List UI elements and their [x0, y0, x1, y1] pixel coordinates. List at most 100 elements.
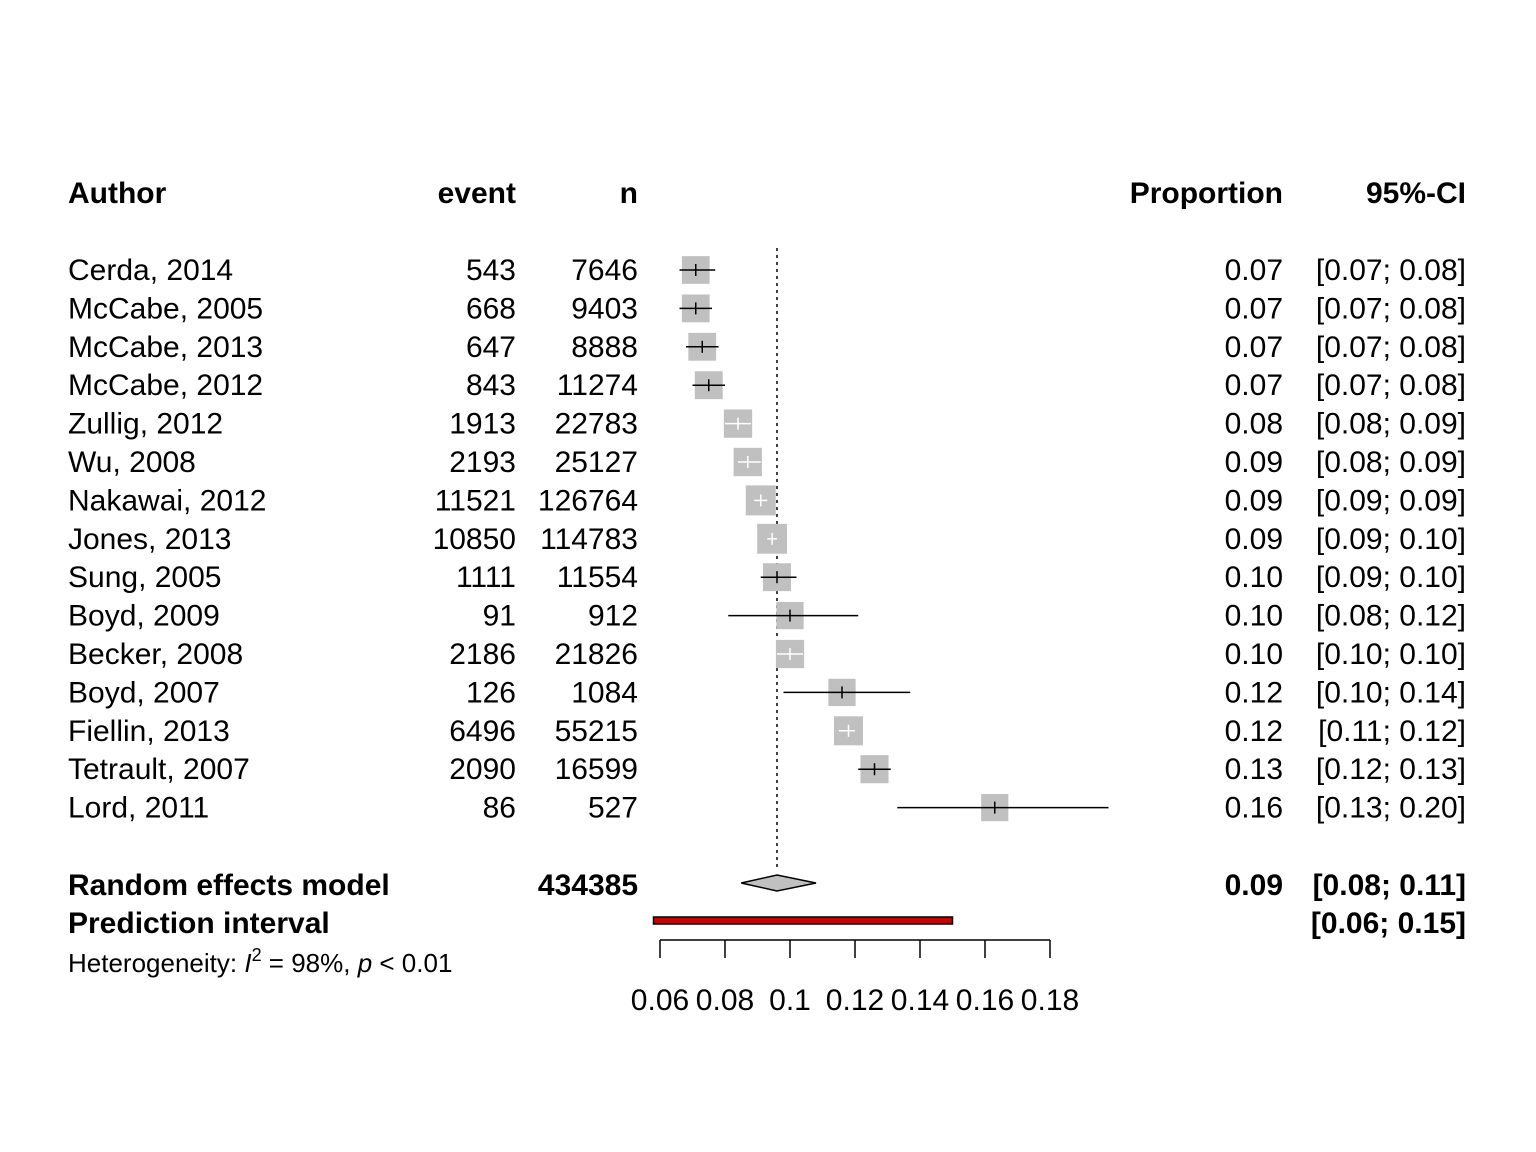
study-n: 22783 — [555, 408, 638, 441]
study-event: 86 — [483, 792, 516, 825]
random-effects-label: Random effects model — [68, 869, 390, 902]
study-ci: [0.09; 0.09] — [1316, 484, 1466, 517]
study-ci: [0.11; 0.12] — [1318, 715, 1466, 748]
study-row: Boyd, 2007 126 1084 0.12 [0.10; 0.14] — [68, 676, 1466, 709]
study-proportion: 0.07 — [1225, 292, 1283, 325]
study-n: 11274 — [557, 369, 638, 402]
study-event: 668 — [466, 292, 516, 325]
x-tick-label: 0.1 — [769, 984, 811, 1017]
study-rows: Cerda, 2014 543 7646 0.07 [0.07; 0.08]McCabe… — [68, 254, 1466, 825]
study-event: 647 — [466, 331, 516, 364]
study-proportion: 0.07 — [1225, 331, 1283, 364]
study-ci: [0.07; 0.08] — [1316, 254, 1466, 287]
study-event: 843 — [466, 369, 516, 402]
random-effects-n: 434385 — [538, 869, 638, 902]
study-n: 8888 — [571, 331, 638, 364]
study-n: 11554 — [557, 561, 638, 594]
study-row: Nakawai, 2012 11521 126764 0.09 [0.09; 0.09] — [68, 484, 1466, 517]
study-ci: [0.08; 0.12] — [1316, 600, 1466, 633]
study-row: Sung, 2005 1111 11554 0.10 [0.09; 0.10] — [68, 561, 1466, 594]
study-ci: [0.08; 0.09] — [1316, 408, 1466, 441]
study-event: 2193 — [449, 446, 516, 479]
study-event: 10850 — [433, 523, 516, 556]
study-n: 1084 — [571, 676, 638, 709]
study-proportion: 0.07 — [1225, 369, 1283, 402]
study-proportion: 0.09 — [1225, 484, 1283, 517]
study-n: 527 — [588, 792, 638, 825]
study-ci: [0.07; 0.08] — [1316, 331, 1466, 364]
study-author: McCabe, 2013 — [68, 331, 263, 364]
study-author: Becker, 2008 — [68, 638, 243, 671]
header-ci: 95%-CI — [1366, 177, 1466, 210]
study-proportion: 0.10 — [1225, 600, 1283, 633]
study-row: Becker, 2008 2186 21826 0.10 [0.10; 0.10] — [68, 638, 1466, 671]
prediction-interval-bar — [652, 916, 954, 925]
study-row: Lord, 2011 86 527 0.16 [0.13; 0.20] — [68, 792, 1466, 825]
study-row: Boyd, 2009 91 912 0.10 [0.08; 0.12] — [68, 600, 1466, 633]
study-ci: [0.08; 0.09] — [1316, 446, 1466, 479]
study-n: 16599 — [555, 753, 638, 786]
x-tick-label: 0.12 — [826, 984, 884, 1017]
study-n: 9403 — [571, 292, 638, 325]
study-event: 1111 — [456, 561, 516, 594]
study-author: McCabe, 2012 — [68, 369, 263, 402]
study-ci: [0.07; 0.08] — [1316, 369, 1466, 402]
header-event: event — [438, 177, 516, 210]
study-author: Fiellin, 2013 — [68, 715, 230, 748]
study-event: 6496 — [449, 715, 516, 748]
study-row: Jones, 2013 10850 114783 0.09 [0.09; 0.10] — [68, 523, 1466, 556]
random-effects-diamond — [741, 874, 817, 892]
study-event: 1913 — [449, 408, 516, 441]
study-event: 91 — [483, 600, 516, 633]
study-author: Lord, 2011 — [68, 792, 209, 825]
study-author: Nakawai, 2012 — [68, 484, 266, 517]
header-proportion: Proportion — [1130, 177, 1283, 210]
study-ci: [0.09; 0.10] — [1316, 561, 1466, 594]
study-author: Boyd, 2009 — [68, 600, 220, 633]
study-proportion: 0.12 — [1225, 715, 1283, 748]
study-event: 126 — [466, 676, 516, 709]
study-ci: [0.10; 0.10] — [1316, 638, 1466, 671]
random-effects-ci: [0.08; 0.11] — [1313, 869, 1466, 902]
x-tick-label: 0.06 — [631, 984, 689, 1017]
study-event: 543 — [466, 254, 516, 287]
x-axis: 0.06 0.08 0.1 0.12 0.14 0.16 0.18 — [631, 939, 1079, 1017]
x-tick-label: 0.14 — [891, 984, 949, 1017]
study-author: Wu, 2008 — [68, 446, 196, 479]
study-proportion: 0.13 — [1225, 753, 1283, 786]
study-row: Zullig, 2012 1913 22783 0.08 [0.08; 0.09] — [68, 408, 1466, 441]
study-row: McCabe, 2005 668 9403 0.07 [0.07; 0.08] — [68, 292, 1466, 325]
study-n: 25127 — [555, 446, 638, 479]
header-n: n — [620, 177, 638, 210]
study-row: Fiellin, 2013 6496 55215 0.12 [0.11; 0.12] — [68, 715, 1466, 748]
study-proportion: 0.07 — [1225, 254, 1283, 287]
x-tick-label: 0.18 — [1021, 984, 1079, 1017]
study-ci: [0.13; 0.20] — [1316, 792, 1466, 825]
study-proportion: 0.10 — [1225, 638, 1283, 671]
heterogeneity-text: Heterogeneity: I2 = 98%, p < 0.01 — [68, 945, 452, 978]
study-row: Cerda, 2014 543 7646 0.07 [0.07; 0.08] — [68, 254, 1466, 287]
prediction-interval-ci: [0.06; 0.15] — [1311, 907, 1466, 940]
study-ci: [0.12; 0.13] — [1316, 753, 1466, 786]
study-proportion: 0.09 — [1225, 446, 1283, 479]
x-tick-label: 0.08 — [696, 984, 754, 1017]
study-event: 11521 — [435, 484, 516, 517]
study-author: Cerda, 2014 — [68, 254, 233, 287]
study-author: Sung, 2005 — [68, 561, 221, 594]
study-ci: [0.07; 0.08] — [1316, 292, 1466, 325]
header-author: Author — [68, 177, 167, 210]
study-proportion: 0.09 — [1225, 523, 1283, 556]
study-ci: [0.10; 0.14] — [1316, 676, 1466, 709]
study-row: Wu, 2008 2193 25127 0.09 [0.08; 0.09] — [68, 446, 1466, 479]
study-n: 7646 — [571, 254, 638, 287]
prediction-interval-label: Prediction interval — [68, 907, 330, 940]
study-row: McCabe, 2013 647 8888 0.07 [0.07; 0.08] — [68, 331, 1466, 364]
study-n: 126764 — [538, 484, 638, 517]
study-proportion: 0.16 — [1225, 792, 1283, 825]
x-tick-label: 0.16 — [956, 984, 1014, 1017]
study-author: Boyd, 2007 — [68, 676, 220, 709]
study-ci: [0.09; 0.10] — [1316, 523, 1466, 556]
study-proportion: 0.10 — [1225, 561, 1283, 594]
study-n: 114783 — [540, 523, 638, 556]
study-row: Tetrault, 2007 2090 16599 0.13 [0.12; 0.13] — [68, 753, 1466, 786]
